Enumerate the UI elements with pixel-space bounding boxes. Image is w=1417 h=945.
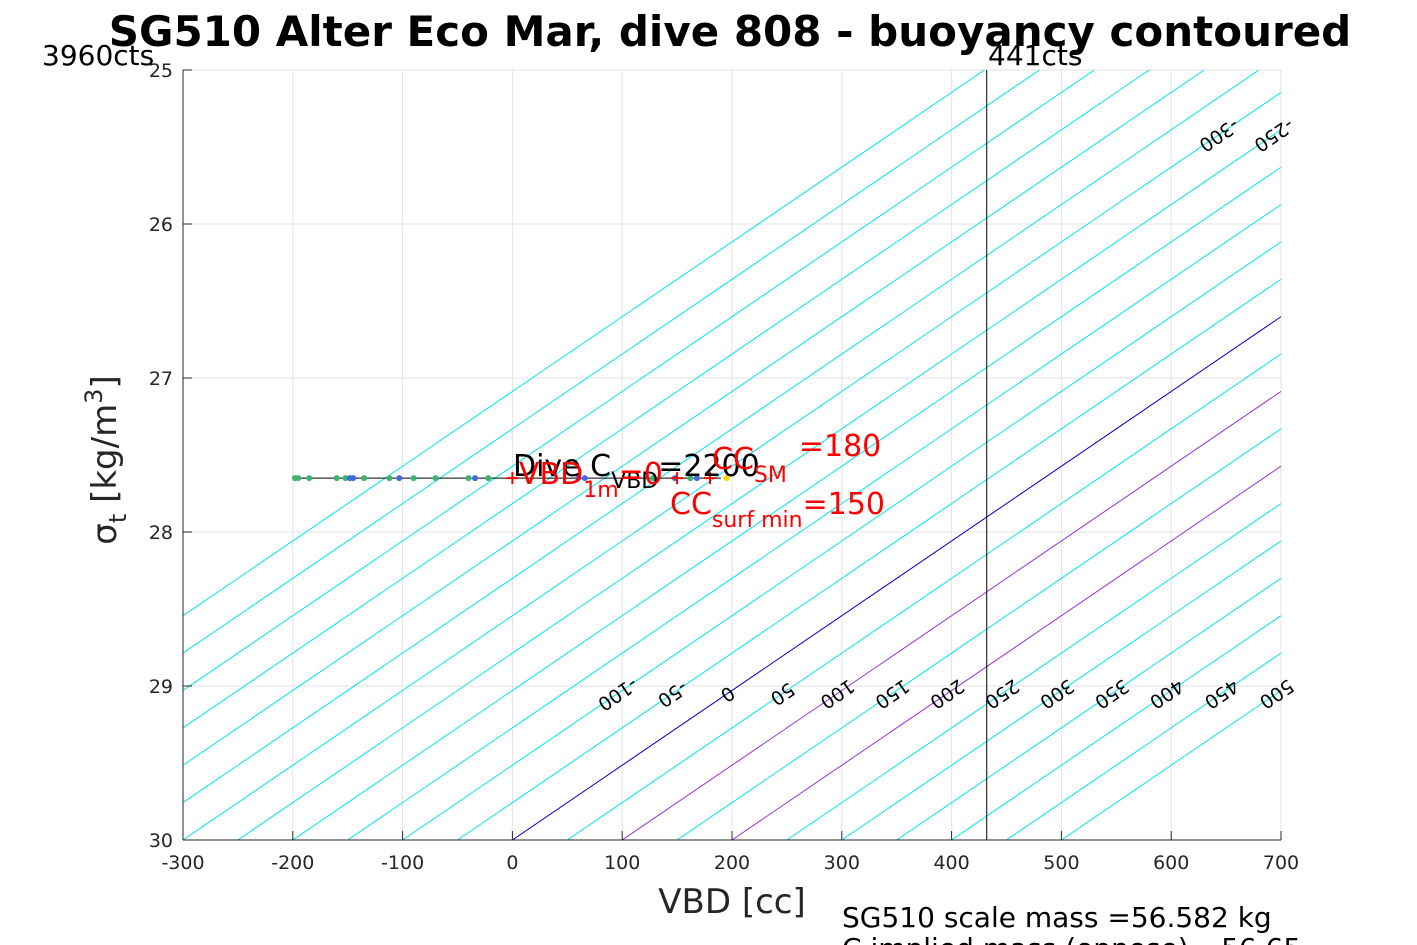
data-point	[649, 475, 656, 482]
y-tick-label: 30	[149, 830, 173, 852]
ccsurf-annotation: CCsurf min=150	[670, 487, 885, 533]
data-point	[687, 475, 694, 482]
x-tick-label: -200	[271, 852, 314, 874]
data-point	[410, 475, 417, 482]
contour-line	[951, 615, 1281, 840]
contour-line	[1006, 652, 1281, 840]
data-point	[581, 475, 588, 482]
buoyancy-contours	[183, 70, 1281, 840]
contour-line	[402, 241, 1281, 840]
contour-line	[183, 91, 1281, 840]
dive-c-value: =2200	[658, 449, 759, 484]
y-axis-label-main: σ	[85, 523, 125, 545]
x-tick-label: 200	[714, 852, 750, 874]
footer-scale-mass: SG510 scale mass =56.582 kg	[842, 901, 1272, 934]
y-tick-label: 27	[149, 368, 173, 390]
contour-line	[896, 577, 1281, 840]
y-tick-label: 26	[149, 214, 173, 236]
ccsurf-main: CC	[670, 487, 712, 522]
grid	[182, 69, 1282, 841]
x-tick-label: 300	[824, 852, 860, 874]
dive-data	[291, 472, 730, 485]
ccsurf-sub: surf min	[712, 508, 803, 533]
vbd1m-value: =0	[619, 457, 663, 492]
dive-c-sub: VBD	[611, 469, 658, 494]
tick-labels: -300 -200 -100 0 100 200 300 400 500 600 700 25 26 27…	[149, 60, 1299, 874]
contour-line	[183, 70, 1205, 766]
y-axis-label-unit-sup: 3	[80, 389, 108, 404]
x-tick-label: -100	[381, 852, 424, 874]
vbd1m-sub: 1m	[583, 478, 618, 503]
contour-line	[183, 70, 1260, 804]
y-tick-label: 29	[149, 676, 173, 698]
annotations: Dive CVBD=2200 VBD1m=0 CCSM=180 CCsurf m…	[513, 429, 885, 533]
x-axis-label: VBD [cc]	[658, 882, 806, 922]
data-point	[432, 475, 439, 482]
contour-line	[237, 129, 1281, 840]
y-axis-label-unit-open: [kg/m	[85, 404, 125, 514]
red-marker	[704, 472, 717, 485]
data-point	[350, 475, 357, 482]
contour-line	[292, 166, 1281, 840]
contour-line	[183, 70, 1095, 692]
contour-line	[841, 540, 1281, 840]
contour-line	[457, 278, 1281, 840]
data-point	[295, 475, 302, 482]
contour-line	[183, 70, 1150, 729]
y-tick-label: 28	[149, 522, 173, 544]
x-tick-label: 100	[604, 852, 640, 874]
data-point	[333, 475, 340, 482]
data-point	[472, 475, 479, 482]
contour-line	[512, 316, 1281, 840]
contour-line	[347, 203, 1281, 840]
contour-line	[621, 390, 1281, 840]
data-point	[693, 475, 700, 482]
dive-c-annotation: Dive CVBD=2200	[513, 449, 760, 494]
y-tick-label: 25	[149, 60, 173, 82]
ccsurf-value: =150	[803, 487, 885, 522]
vbd1m-main: VBD	[519, 457, 583, 492]
data-point	[465, 475, 472, 482]
footer-implied-mass: C implied mass (oppose) =56.65	[842, 932, 1301, 945]
contour-line	[676, 428, 1281, 840]
contour-line	[731, 465, 1281, 840]
ccsm-sub: SM	[754, 463, 787, 488]
chart-title: SG510 Alter Eco Mar, dive 808 - buoyancy…	[109, 7, 1352, 56]
data-point	[485, 475, 492, 482]
contour-line	[786, 502, 1281, 840]
corner-left-label: 3960cts	[42, 39, 154, 72]
x-tick-label: 600	[1153, 852, 1189, 874]
ccsm-value: =180	[799, 429, 881, 464]
contour-line	[1061, 689, 1281, 840]
data-point	[361, 475, 368, 482]
x-tick-label: 400	[933, 852, 969, 874]
x-tick-label: -300	[161, 852, 204, 874]
contour-line	[567, 353, 1281, 840]
x-tick-label: 700	[1263, 852, 1299, 874]
ccsm-annotation: CCSM =180	[712, 429, 881, 488]
y-axis-label-sub: t	[104, 514, 132, 523]
red-marker	[506, 472, 519, 485]
x-tick-label: 500	[1043, 852, 1079, 874]
svg-text:σt [kg/m3]: σt [kg/m3]	[80, 375, 132, 544]
contour-line	[183, 70, 1040, 654]
ccsm-main: CC	[712, 442, 754, 477]
data-point	[342, 475, 349, 482]
vbd1m-annotation: VBD1m=0	[519, 457, 663, 503]
contour-line	[183, 70, 985, 617]
axes	[182, 69, 1282, 841]
data-point	[306, 475, 313, 482]
data-point	[396, 475, 403, 482]
y-axis-label: σt [kg/m3]	[80, 375, 132, 544]
data-point	[386, 475, 393, 482]
y-axis-label-unit-close: ]	[85, 375, 125, 388]
x-tick-label: 0	[506, 852, 518, 874]
dive-c-main: Dive C	[513, 449, 611, 484]
data-point	[575, 475, 582, 482]
data-point	[723, 475, 730, 482]
red-marker	[671, 472, 684, 485]
corner-right-label: 441cts	[988, 39, 1082, 72]
